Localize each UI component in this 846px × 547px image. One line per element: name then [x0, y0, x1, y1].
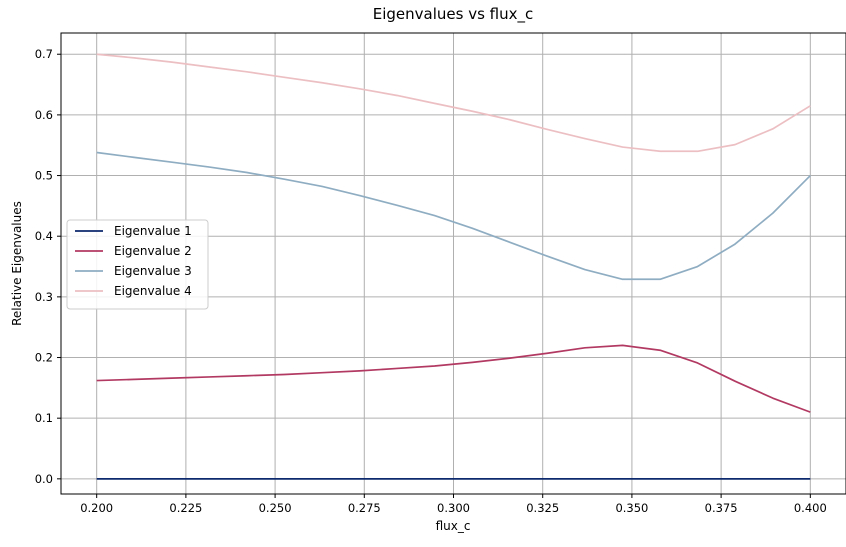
y-tick-label: 0.2	[35, 351, 53, 365]
y-tick-label: 0.0	[35, 472, 53, 486]
series-lines	[96, 53, 811, 480]
x-tick-label: 0.250	[259, 501, 292, 515]
x-tick-label: 0.300	[437, 501, 470, 515]
legend-label: Eigenvalue 1	[114, 224, 192, 238]
x-tick-label: 0.275	[348, 501, 381, 515]
grid-lines	[61, 33, 846, 494]
x-axis-ticks: 0.200 0.225 0.250 0.275 0.300 0.325 0.350 0.375…	[80, 494, 827, 515]
y-tick-label: 0.3	[35, 290, 53, 304]
series-line-eigenvalue-3	[96, 151, 811, 281]
x-tick-label: 0.200	[80, 501, 113, 515]
y-tick-label: 0.6	[35, 108, 53, 122]
series-line-eigenvalue-2	[96, 344, 811, 413]
chart-title: Eigenvalues vs flux_c	[373, 5, 534, 24]
x-tick-label: 0.400	[794, 501, 827, 515]
y-tick-label: 0.4	[35, 229, 53, 243]
legend: Eigenvalue 1 Eigenvalue 2 Eigenvalue 3 Eige…	[66, 219, 209, 310]
x-tick-label: 0.375	[705, 501, 738, 515]
x-tick-label: 0.350	[615, 501, 648, 515]
legend-label: Eigenvalue 4	[114, 284, 192, 298]
y-axis-ticks: 0.0 0.1 0.2 0.3 0.4 0.5 0.6 0.7	[35, 47, 61, 486]
legend-label: Eigenvalue 2	[114, 244, 192, 258]
y-tick-label: 0.7	[35, 47, 53, 61]
y-tick-label: 0.5	[35, 169, 53, 183]
series-line-eigenvalue-4	[96, 53, 811, 153]
legend-box	[66, 219, 209, 310]
x-tick-label: 0.225	[169, 501, 202, 515]
y-tick-label: 0.1	[35, 411, 53, 425]
legend-label: Eigenvalue 3	[114, 264, 192, 278]
y-axis-label: Relative Eigenvalues	[10, 201, 24, 326]
x-tick-label: 0.325	[526, 501, 559, 515]
x-axis-label: flux_c	[436, 519, 471, 533]
